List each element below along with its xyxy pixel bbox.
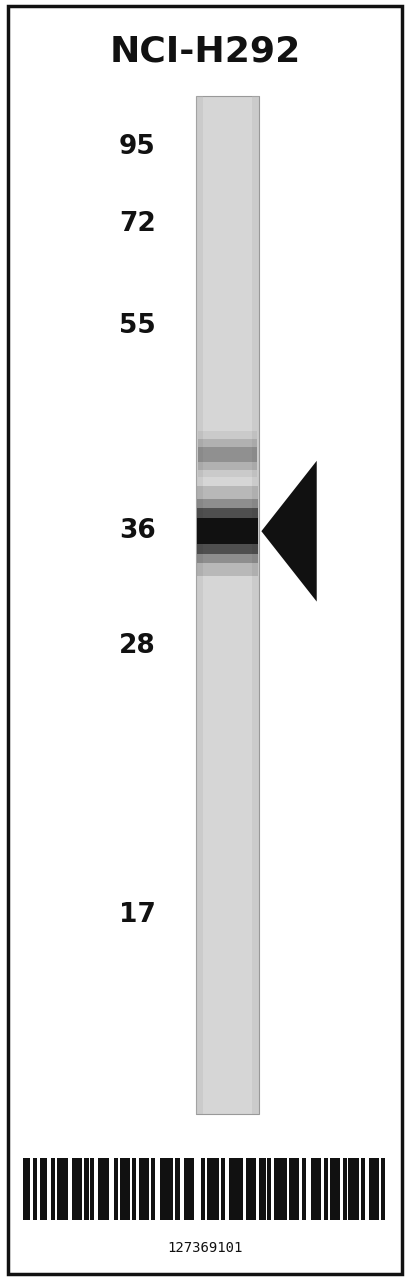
Bar	[267, 1158, 271, 1220]
Text: 17: 17	[119, 902, 155, 928]
Bar	[301, 1158, 305, 1220]
Bar	[196, 96, 203, 1114]
Bar	[374, 1158, 378, 1220]
Text: NCI-H292: NCI-H292	[109, 35, 300, 68]
Bar	[33, 1158, 37, 1220]
Bar	[51, 1158, 55, 1220]
Bar	[144, 1158, 148, 1220]
Text: 95: 95	[119, 134, 155, 160]
Bar	[196, 96, 259, 1114]
Bar	[329, 1158, 339, 1220]
Bar	[200, 1158, 204, 1220]
Text: 55: 55	[119, 314, 155, 339]
Polygon shape	[261, 461, 316, 602]
Bar	[197, 518, 258, 544]
Bar	[348, 1158, 355, 1220]
Bar	[114, 1158, 118, 1220]
Bar	[207, 1158, 214, 1220]
Bar	[119, 1158, 129, 1220]
Bar	[258, 1158, 266, 1220]
Bar	[282, 1158, 286, 1220]
Bar	[228, 1158, 238, 1220]
Bar	[197, 486, 258, 576]
Bar	[197, 499, 258, 563]
Bar	[138, 1158, 146, 1220]
Bar	[198, 447, 257, 462]
Bar	[104, 1158, 108, 1220]
Bar	[72, 1158, 81, 1220]
Bar	[238, 1158, 243, 1220]
Bar	[368, 1158, 375, 1220]
Bar	[151, 1158, 155, 1220]
Bar	[132, 1158, 136, 1220]
Bar	[245, 1158, 253, 1220]
Text: 36: 36	[119, 518, 155, 544]
Bar	[214, 1158, 218, 1220]
Bar	[197, 508, 258, 554]
Bar	[63, 1158, 67, 1220]
Bar	[251, 96, 259, 1114]
Text: 28: 28	[119, 634, 155, 659]
Bar	[360, 1158, 364, 1220]
Bar	[294, 1158, 299, 1220]
Bar	[190, 1158, 194, 1220]
Bar	[40, 1158, 47, 1220]
Text: 72: 72	[119, 211, 155, 237]
Bar	[160, 1158, 169, 1220]
Bar	[169, 1158, 173, 1220]
Bar	[90, 1158, 94, 1220]
Bar	[198, 439, 257, 470]
Bar	[22, 1158, 30, 1220]
Bar	[342, 1158, 346, 1220]
Bar	[289, 1158, 296, 1220]
Bar	[323, 1158, 327, 1220]
Bar	[252, 1158, 256, 1220]
Bar	[183, 1158, 191, 1220]
Bar	[220, 1158, 224, 1220]
Bar	[84, 1158, 88, 1220]
Bar	[310, 1158, 317, 1220]
Bar	[198, 431, 257, 477]
Bar	[175, 1158, 179, 1220]
Bar	[273, 1158, 283, 1220]
Text: 127369101: 127369101	[167, 1242, 242, 1254]
Bar	[57, 1158, 65, 1220]
Bar	[354, 1158, 358, 1220]
Bar	[380, 1158, 384, 1220]
Bar	[316, 1158, 320, 1220]
Bar	[97, 1158, 105, 1220]
